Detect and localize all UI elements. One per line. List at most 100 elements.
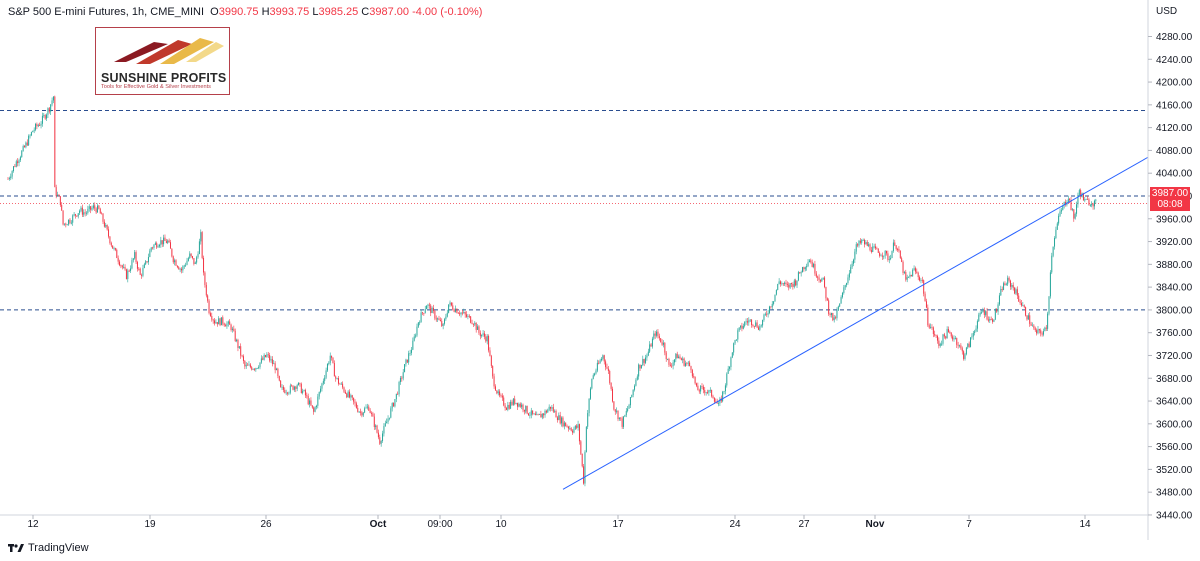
- candle-body: [119, 261, 121, 266]
- candle-body: [347, 391, 349, 398]
- candle-body: [654, 333, 656, 336]
- candle-body: [541, 413, 543, 418]
- candle-body: [709, 389, 711, 391]
- candle-body: [584, 452, 586, 484]
- candle-body: [799, 272, 801, 274]
- candle-body: [84, 212, 86, 214]
- price-tick-label: 4160.00: [1156, 100, 1193, 111]
- candle-body: [505, 407, 507, 410]
- candle-body: [1058, 215, 1060, 224]
- candle-body: [599, 360, 601, 364]
- candle-body: [1091, 204, 1093, 206]
- candle-body: [106, 225, 108, 230]
- candle-body: [351, 395, 353, 398]
- candle-body: [713, 398, 715, 402]
- candle-body: [220, 317, 222, 326]
- candle-body: [355, 403, 357, 408]
- candle-body: [774, 294, 776, 302]
- candle-body: [365, 407, 367, 409]
- candle-body: [983, 309, 985, 315]
- candle-body: [481, 334, 483, 337]
- candle-body: [624, 415, 626, 417]
- low-value: 3985.25: [318, 6, 359, 18]
- candle-body: [284, 389, 286, 393]
- candle-body: [402, 372, 404, 379]
- candle-body: [240, 346, 242, 356]
- candle-body: [30, 132, 32, 136]
- candle-body: [875, 246, 877, 249]
- candle-body: [869, 244, 871, 251]
- candle-body: [850, 267, 852, 274]
- price-tick-label: 3760.00: [1156, 328, 1193, 339]
- candle-body: [830, 312, 832, 316]
- candle-body: [981, 312, 983, 314]
- candle-body: [1041, 333, 1043, 335]
- candle-body: [121, 265, 123, 268]
- candle-body: [660, 338, 662, 343]
- candle-body: [62, 210, 64, 225]
- candle-body: [321, 383, 323, 389]
- candle-body: [843, 287, 845, 293]
- candle-body: [296, 385, 298, 389]
- candle-body: [368, 406, 370, 411]
- candle-body: [114, 248, 116, 250]
- candle-body: [163, 237, 165, 245]
- candle-body: [512, 398, 514, 405]
- candle-body: [113, 248, 115, 249]
- candle-body: [379, 437, 381, 444]
- candle-body: [963, 351, 965, 359]
- candle-body: [298, 382, 300, 386]
- tradingview-footer[interactable]: TradingView: [8, 542, 89, 554]
- candle-body: [207, 295, 209, 301]
- candle-body: [595, 370, 597, 374]
- candle-body: [194, 262, 196, 264]
- candle-body: [521, 404, 523, 407]
- candle-body: [746, 321, 748, 323]
- time-tick-label: 14: [1079, 519, 1091, 530]
- candle-body: [705, 392, 707, 394]
- candle-body: [917, 272, 919, 278]
- candle-body: [161, 240, 163, 245]
- candle-body: [339, 383, 341, 385]
- candle-body: [653, 333, 655, 339]
- candle-body: [916, 271, 918, 273]
- candle-body: [804, 267, 806, 270]
- candle-body: [74, 214, 76, 216]
- candle-body: [497, 391, 499, 394]
- candle-body: [898, 249, 900, 251]
- candle-body: [1062, 205, 1064, 211]
- candle-body: [886, 250, 888, 254]
- candle-body: [39, 125, 41, 126]
- candle-body: [832, 312, 834, 321]
- candle-body: [406, 359, 408, 363]
- candle-body: [768, 306, 770, 314]
- candle-body: [401, 377, 403, 379]
- candle-body: [610, 382, 612, 389]
- candle-body: [665, 352, 667, 360]
- candle-body: [466, 314, 468, 317]
- candle-body: [559, 415, 561, 424]
- candle-body: [680, 358, 682, 361]
- candle-body: [503, 397, 505, 406]
- candle-body: [483, 333, 485, 337]
- candle-body: [846, 282, 848, 286]
- candle-body: [949, 331, 951, 333]
- candle-body: [1012, 284, 1014, 288]
- candle-body: [72, 215, 74, 223]
- candle-body: [138, 268, 140, 270]
- candle-body: [11, 171, 13, 177]
- symbol-title[interactable]: S&P 500 E-mini Futures, 1h, CME_MINI: [8, 6, 205, 18]
- candle-body: [391, 403, 393, 409]
- candle-body: [324, 377, 326, 381]
- candle-body: [931, 326, 933, 328]
- close-value: 3987.00: [369, 6, 410, 18]
- candle-body: [426, 305, 428, 310]
- candle-body: [1047, 313, 1049, 329]
- candle-body: [617, 410, 619, 420]
- candle-body: [930, 326, 932, 328]
- candle-body: [970, 337, 972, 347]
- candle-body: [415, 335, 417, 337]
- candle-body: [872, 246, 874, 253]
- high-value: 3993.75: [269, 6, 310, 18]
